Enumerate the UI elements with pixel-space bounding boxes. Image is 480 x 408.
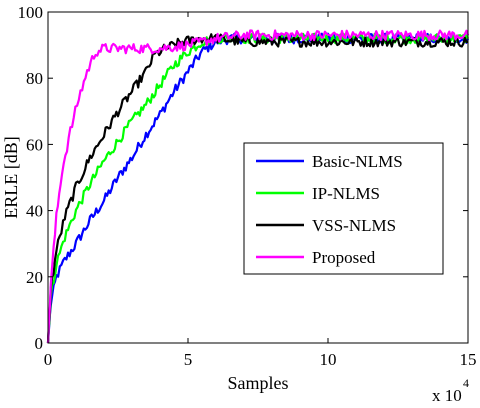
y-tick-label: 60: [26, 135, 43, 154]
series-line-vss-nlms: [46, 33, 469, 344]
x-axis-multiplier: x 10: [432, 386, 462, 405]
y-tick-label: 80: [26, 69, 43, 88]
legend-label-ip-nlms: IP-NLMS: [312, 184, 380, 203]
x-axis-multiplier-exponent: 4: [463, 376, 469, 390]
legend: Basic-NLMS IP-NLMS VSS-NLMS Proposed: [243, 142, 444, 275]
legend-label-proposed: Proposed: [312, 248, 376, 267]
x-tick-label: 0: [44, 350, 53, 369]
plot-frame: [47, 11, 469, 344]
x-tick-label: 10: [320, 350, 337, 369]
y-tick-label: 40: [26, 202, 43, 221]
y-tick-label: 0: [35, 334, 44, 353]
legend-box: [243, 142, 444, 275]
series-line-proposed: [46, 29, 470, 344]
x-tick-label: 15: [460, 350, 477, 369]
legend-label-vss-nlms: VSS-NLMS: [312, 216, 396, 235]
axes-layer: 0 5 10 15 0 20 40 60 80 100: [18, 3, 477, 369]
y-tick-label: 20: [26, 268, 43, 287]
legend-label-basic-nlms: Basic-NLMS: [312, 152, 403, 171]
x-axis-label: Samples: [228, 373, 289, 393]
y-tick-label: 100: [18, 3, 44, 22]
x-tick-label: 5: [184, 350, 193, 369]
y-axis-label: ERLE [dB]: [1, 136, 21, 219]
series-layer: [46, 29, 470, 344]
